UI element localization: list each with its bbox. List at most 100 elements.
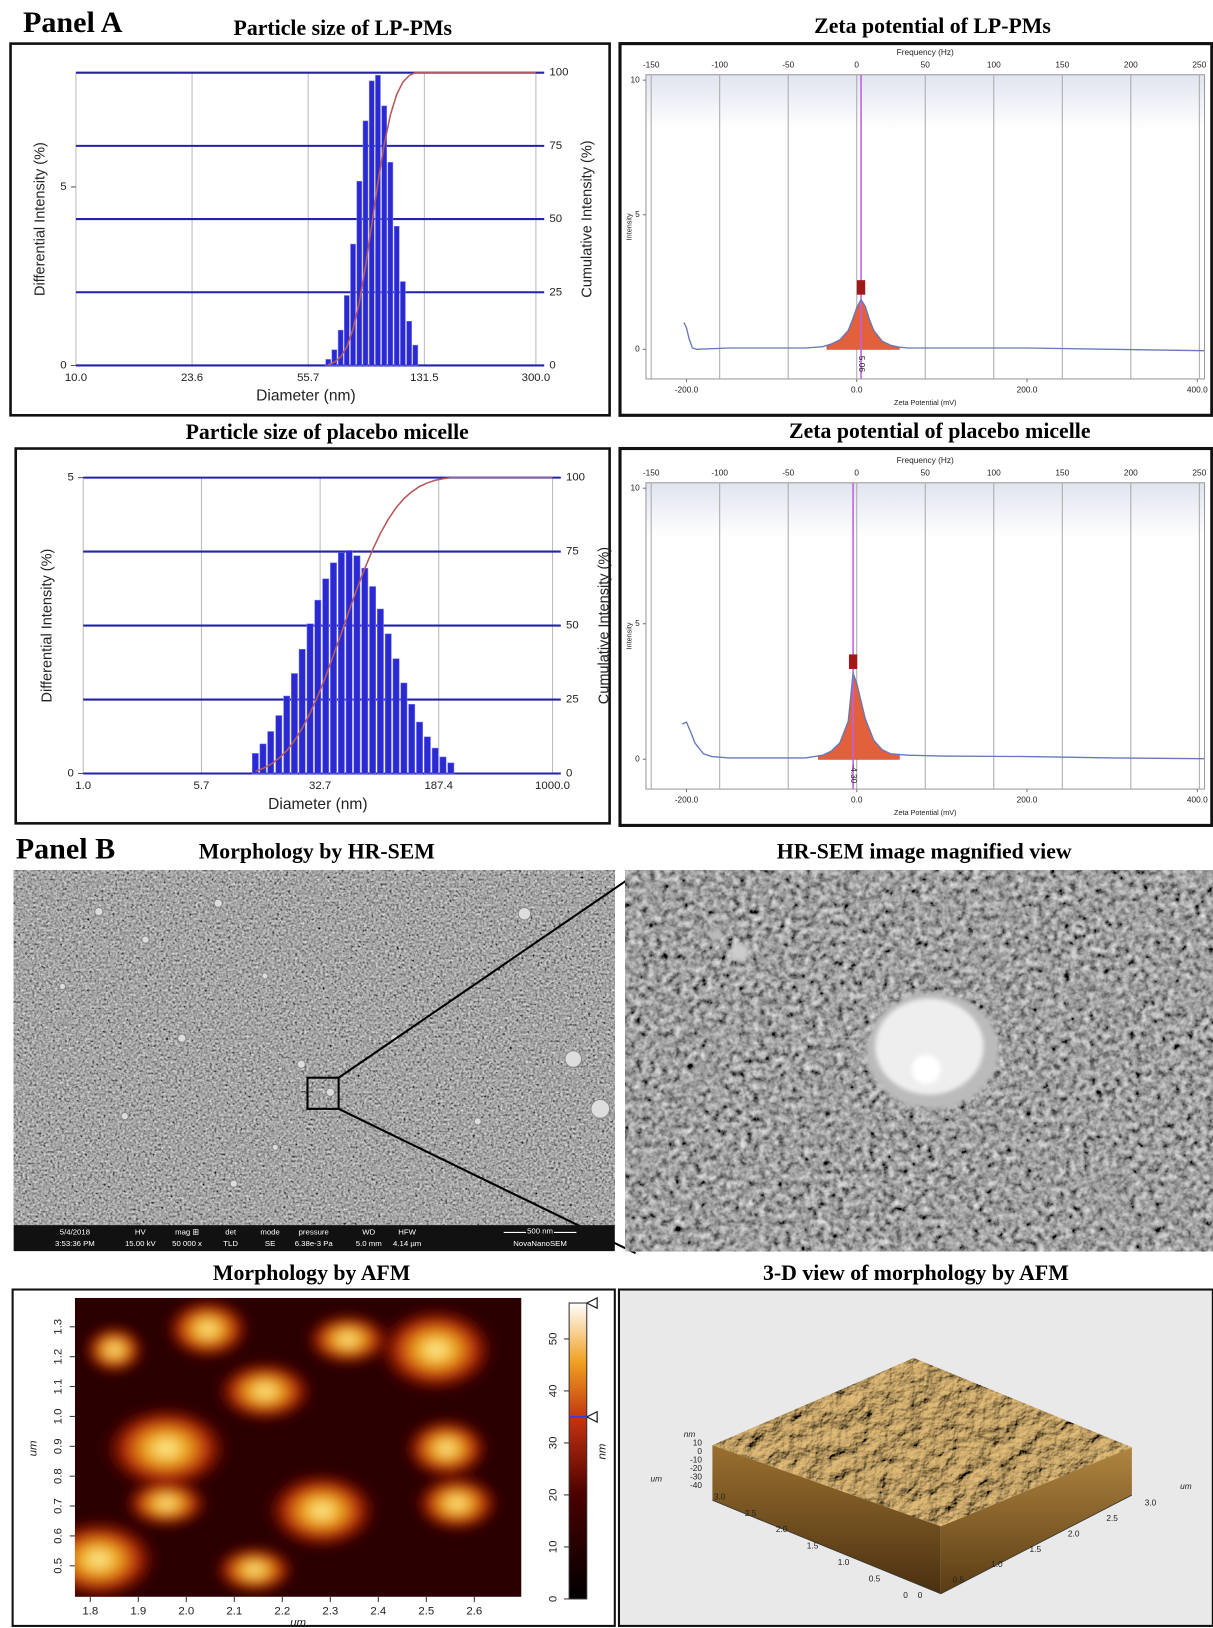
y-tick-label: 0.9 <box>52 1438 64 1454</box>
peak-label: -4.30 <box>849 764 859 783</box>
sem-scale-bar: 500 nm <box>527 1226 553 1235</box>
x2-axis-label: Frequency (Hz) <box>897 47 954 57</box>
x2-tick-label: -100 <box>711 60 728 70</box>
y-tick-label: 0 <box>635 344 640 354</box>
x-tick-label: 1000.0 <box>535 780 570 792</box>
x-tick-label: 300.0 <box>522 372 551 384</box>
colorbar-label: nm <box>596 1444 608 1460</box>
bar <box>448 763 454 774</box>
x2-tick-label: -50 <box>782 468 794 478</box>
bar <box>394 226 399 365</box>
chart-frame <box>11 44 610 416</box>
x-tick-label: 1.5 <box>1030 1544 1042 1554</box>
x-tick-label: 2.0 <box>178 1605 194 1617</box>
x-unit: um <box>1180 1481 1192 1491</box>
bar <box>291 673 297 773</box>
bar <box>338 330 343 365</box>
sem-field-value: SE <box>265 1239 275 1248</box>
x2-tick-label: -150 <box>643 468 660 478</box>
x-tick-label: 2.3 <box>322 1605 338 1617</box>
sem-image <box>14 870 1213 1253</box>
x-tick-label: 400.0 <box>1187 385 1208 395</box>
x2-tick-label: 250 <box>1192 60 1206 70</box>
colorbar-tick-label: 40 <box>548 1385 560 1398</box>
colorbar-tick-label: 20 <box>548 1489 560 1502</box>
y2-axis-label: Cumulative Intensity (%) <box>580 140 596 297</box>
y2-tick-label: 75 <box>549 140 562 152</box>
colorbar-tick-label: 50 <box>548 1333 560 1346</box>
sem-time: 3:53:36 PM <box>55 1239 95 1248</box>
y-tick-label: 0.5 <box>52 1558 64 1574</box>
x2-tick-label: -100 <box>711 468 728 478</box>
x-axis-label: Diameter (nm) <box>268 796 367 813</box>
sem-field-label: HV <box>135 1227 147 1236</box>
afm-3d <box>619 1290 1213 1626</box>
bar <box>432 748 438 773</box>
bar <box>385 634 391 774</box>
colorbar-tick-label: 0 <box>548 1596 560 1602</box>
y-tick-label: 10 <box>630 74 640 84</box>
sem-date: 5/4/2018 <box>60 1227 90 1236</box>
bar <box>338 553 344 774</box>
x-tick-label: 3.0 <box>1145 1498 1157 1508</box>
bar <box>407 321 412 365</box>
bar <box>307 624 313 774</box>
x-tick-label: 55.7 <box>297 372 319 384</box>
y-tick-label: 0.5 <box>869 1574 881 1584</box>
bar <box>388 162 393 365</box>
sem-field-value: TLD <box>223 1239 238 1248</box>
colorbar-tick-label: 10 <box>548 1541 560 1554</box>
bar <box>268 731 274 773</box>
image-title: Morphology by HR-SEM <box>199 839 435 863</box>
sem-field-label: mode <box>260 1227 279 1236</box>
x-tick-label: 0.0 <box>851 385 863 395</box>
sem-field-value: 50 000 x <box>172 1239 202 1248</box>
y-tick-label: 0.7 <box>52 1498 64 1514</box>
y-tick-label: 0.6 <box>52 1528 64 1544</box>
peak-label: 5.06 <box>857 356 867 373</box>
y-axis-label: Intensity <box>624 622 633 649</box>
bar <box>284 696 290 774</box>
x2-tick-label: 150 <box>1055 60 1069 70</box>
chart-title: Particle size of placebo micelle <box>186 420 470 444</box>
image-title: HR-SEM image magnified view <box>777 839 1072 863</box>
y-axis-label: Differential Intensity (%) <box>32 142 48 296</box>
y2-tick-label: 100 <box>566 472 585 484</box>
y2-tick-label: 25 <box>549 286 562 298</box>
y-tick-label: 1.0 <box>838 1557 850 1567</box>
sem-field-value: 15.00 kV <box>125 1239 156 1248</box>
x2-tick-label: 200 <box>1124 468 1138 478</box>
bar <box>400 282 405 366</box>
x-tick-label: -200.0 <box>675 795 699 805</box>
bar <box>424 737 430 774</box>
chart-title: Zeta potential of LP-PMs <box>814 14 1051 38</box>
x-tick-label: 0 <box>918 1590 923 1600</box>
y2-tick-label: 75 <box>566 546 579 558</box>
x-axis-label: Diameter (nm) <box>256 388 355 405</box>
x-tick-label: 2.0 <box>1068 1528 1080 1538</box>
y-tick-label: 0 <box>60 359 66 371</box>
x-tick-label: 1.8 <box>82 1605 98 1617</box>
y-tick-label: 5 <box>68 472 74 484</box>
bar <box>393 659 399 774</box>
bar <box>409 704 415 773</box>
bar <box>357 181 362 365</box>
peak-marker <box>857 280 865 295</box>
bar <box>363 121 368 366</box>
sem-field-value: 6.38e-3 Pa <box>295 1239 334 1248</box>
sem-field-label: HFW <box>398 1227 416 1236</box>
x-tick-label: 1.9 <box>130 1605 146 1617</box>
x2-tick-label: 100 <box>987 468 1001 478</box>
sem-field-value: 5.0 mm <box>356 1239 382 1248</box>
x-tick-label: 400.0 <box>1187 795 1208 805</box>
bar <box>315 600 321 773</box>
y-tick-label: 3.0 <box>714 1491 726 1501</box>
sem-field-label: WD <box>362 1227 375 1236</box>
x-tick-label: 131.5 <box>410 372 439 384</box>
bar <box>369 586 375 773</box>
bar <box>375 75 380 365</box>
y-tick-label: 1.5 <box>807 1541 819 1551</box>
x2-tick-label: 50 <box>921 468 931 478</box>
sem-field-value: 4.14 µm <box>393 1239 421 1248</box>
y-tick-label: 10 <box>630 482 640 492</box>
